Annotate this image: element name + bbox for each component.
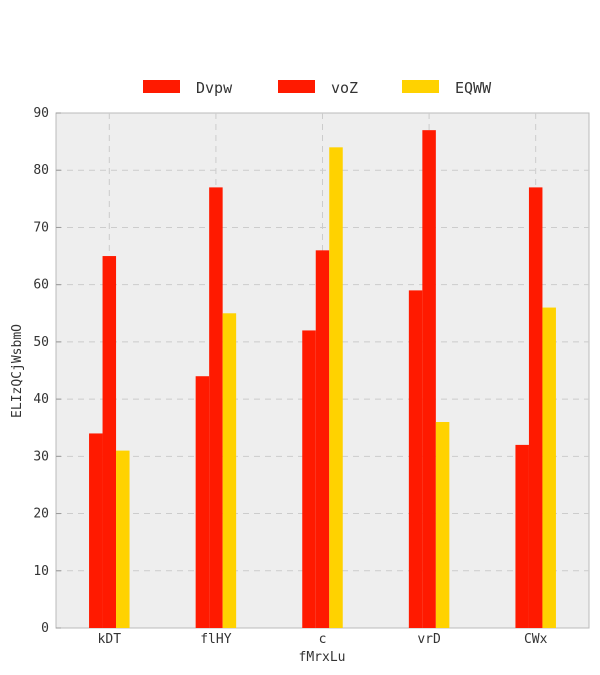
legend-label: Dvpw	[196, 79, 233, 97]
y-tick-label: 20	[33, 507, 49, 522]
legend-swatch	[278, 80, 315, 93]
bar-voz-c	[315, 250, 330, 629]
bar-dvpw-cwx	[515, 444, 529, 628]
x-tick-label: vrD	[417, 632, 441, 647]
legend-label: voZ	[331, 79, 358, 97]
y-tick-label: 40	[33, 392, 49, 407]
y-axis-label: ELIzQCjWsbmO	[10, 324, 25, 418]
bar-dvpw-kdt	[89, 433, 103, 628]
x-axis-ticks: kDT flHY c vrD CWx	[98, 632, 548, 647]
bar-voz-vrd	[422, 130, 436, 628]
legend-swatch	[402, 80, 439, 93]
bar-dvpw-vrd	[408, 290, 423, 628]
y-tick-label: 60	[33, 278, 49, 293]
x-tick-label: flHY	[200, 632, 231, 647]
y-axis-ticks: 0 10 20 30 40 50 60 70 80 90	[33, 106, 61, 636]
bar-eqww-flhy	[222, 313, 237, 628]
bars	[89, 130, 556, 629]
y-tick-label: 50	[33, 335, 49, 350]
bar-voz-cwx	[528, 187, 543, 628]
y-tick-label: 70	[33, 220, 49, 235]
x-axis-label: fMrxLu	[299, 650, 346, 665]
legend-swatch	[143, 80, 180, 93]
bar-dvpw-c	[302, 330, 316, 628]
y-tick-label: 0	[41, 621, 49, 636]
y-tick-label: 80	[33, 163, 49, 178]
y-tick-label: 10	[33, 564, 49, 579]
legend: Dvpw voZ EQWW	[143, 79, 492, 97]
bar-eqww-vrd	[435, 422, 450, 628]
y-tick-label: 30	[33, 449, 49, 464]
x-tick-label: c	[319, 632, 327, 647]
y-tick-label: 90	[33, 106, 49, 121]
bar-eqww-kdt	[116, 450, 130, 628]
bar-voz-kdt	[102, 256, 117, 628]
legend-label: EQWW	[455, 79, 492, 97]
x-tick-label: CWx	[524, 632, 548, 647]
bar-dvpw-flhy	[195, 376, 210, 628]
x-tick-label: kDT	[98, 632, 122, 647]
bar-eqww-cwx	[542, 307, 556, 628]
bar-voz-flhy	[209, 187, 223, 628]
bar-eqww-c	[329, 147, 343, 629]
